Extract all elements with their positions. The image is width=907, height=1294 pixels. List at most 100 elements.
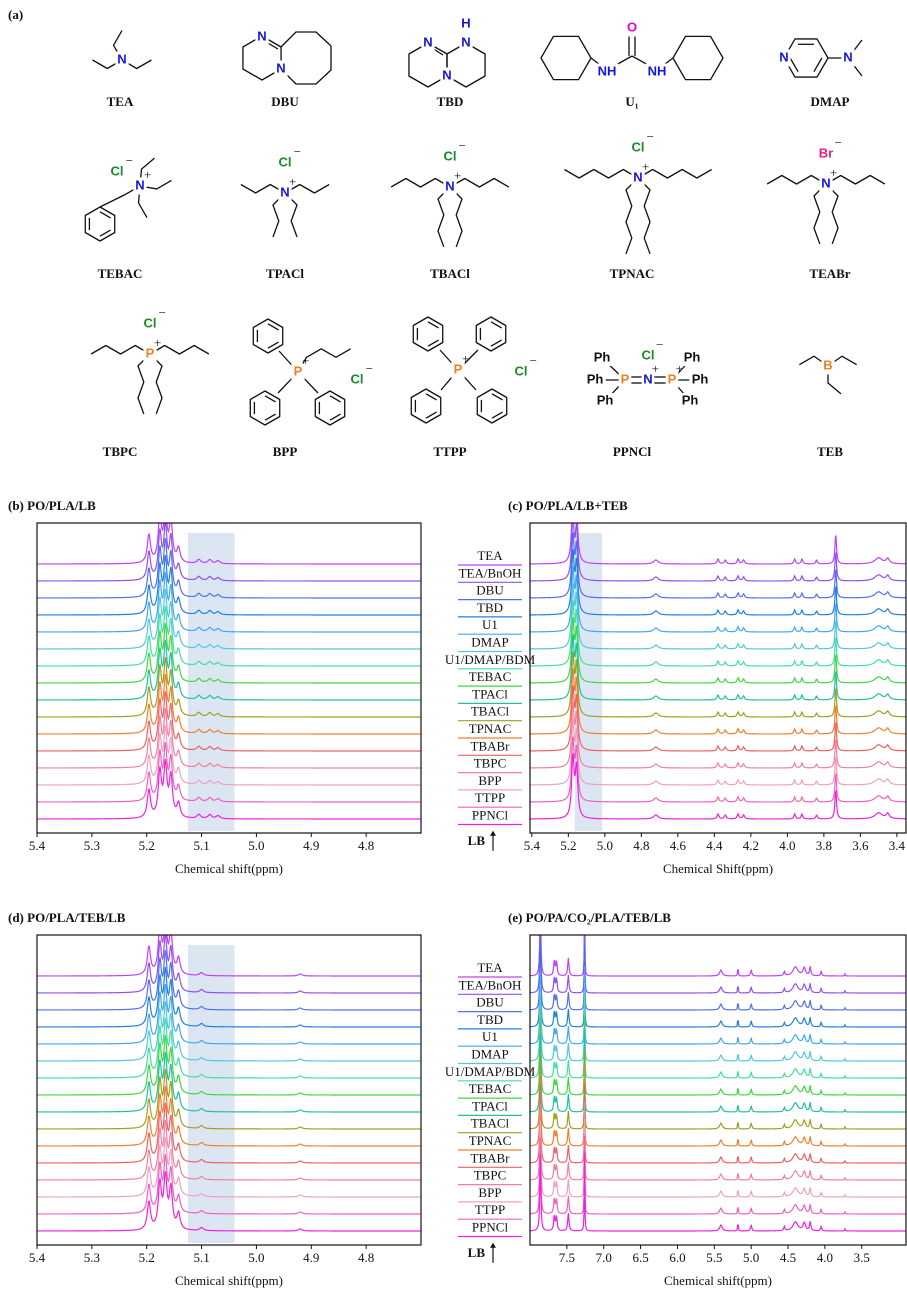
bond [491, 393, 503, 401]
x-axis-label: Chemical Shift(ppm) [663, 861, 773, 876]
x-tick-label: 5.1 [193, 838, 209, 853]
bond [766, 174, 827, 185]
spectrum-trace [530, 651, 906, 718]
x-tick-label: 5.4 [29, 1250, 46, 1265]
bond [637, 177, 651, 255]
legend-label: TBABr [471, 1150, 511, 1165]
chart-title: (c) PO/PLA/LB+TEB [508, 498, 628, 513]
x-tick-label: 5.0 [597, 838, 613, 853]
bond [99, 211, 111, 219]
atom-label: Ph [587, 371, 604, 386]
legend-label: TEA [477, 548, 503, 563]
atom-label: N [843, 49, 852, 64]
annotation: LB [468, 1245, 486, 1260]
atom-label: Ph [597, 392, 614, 407]
compound-name: PPNCl [613, 444, 652, 459]
atom-label: Cl [351, 371, 364, 386]
x-tick-label: 4.8 [358, 1250, 374, 1265]
bond [249, 390, 281, 426]
bond [240, 183, 286, 194]
compound-name: DBU [271, 94, 299, 109]
atom-label: Ph [682, 392, 699, 407]
bond [491, 411, 503, 419]
atom-mask [345, 371, 369, 389]
atom-label: N [280, 184, 289, 199]
bond [490, 321, 502, 329]
spectrum-trace [530, 1067, 906, 1147]
atom-label: P [294, 363, 303, 378]
spectrum-trace [530, 935, 906, 994]
spectrum-trace [530, 1016, 906, 1096]
legend-label: TTPP [475, 1202, 505, 1217]
atom-label: P [668, 371, 677, 386]
atom-label: N [445, 178, 454, 193]
x-tick-label: 5.4 [524, 838, 541, 853]
atom-mask [438, 148, 462, 166]
x-tick-label: 5.3 [84, 1250, 100, 1265]
atom-mask [594, 393, 616, 409]
atom-label: N [633, 169, 642, 184]
x-tick-label: 4.2 [743, 838, 759, 853]
legend-label: TEBAC [469, 1081, 512, 1096]
annotation: LB [468, 833, 486, 848]
x-tick-label: 3.6 [852, 838, 869, 853]
spectrum-trace [37, 1017, 421, 1079]
atom-label: NH [598, 63, 617, 78]
spectrum-trace [530, 753, 906, 820]
atom-charge: − [459, 138, 466, 153]
atom-mask [255, 28, 269, 46]
spectrum-trace [530, 948, 906, 1028]
atom-label: Cl [632, 139, 645, 154]
x-tick-label: 5.0 [743, 1250, 759, 1265]
compound-name: TBACl [430, 266, 470, 281]
atom-charge: − [656, 337, 663, 352]
bond [329, 395, 341, 403]
spectrum-trace [530, 935, 906, 1011]
atom-label: Cl [111, 163, 124, 178]
legend-label: TBPC [474, 756, 507, 771]
spectrum-trace [530, 999, 906, 1079]
legend-label: U1 [482, 1029, 498, 1044]
bond [475, 316, 507, 352]
atom-label: Cl [515, 363, 528, 378]
atom-label: N [257, 28, 266, 43]
atom-mask [645, 63, 669, 81]
legend-label: U1/DMAP/BDM [445, 1064, 536, 1079]
atom-label: N [276, 60, 285, 75]
legend-label: BPP [478, 773, 501, 788]
bond [449, 186, 463, 248]
x-axis-label: Chemical shift(ppm) [664, 1273, 772, 1288]
atom-mask [278, 184, 292, 202]
spectrum-trace [530, 583, 906, 650]
x-tick-label: 6.0 [669, 1250, 685, 1265]
bond [280, 31, 332, 85]
spectrum-trace [37, 949, 421, 1011]
bond [284, 183, 330, 194]
legend-label: TEBAC [469, 669, 512, 684]
spectrum-trace [37, 758, 421, 820]
chart-title: (e) PO/PA/CO₂/PLA/TEB/LB [508, 910, 671, 925]
compound-name: DMAP [811, 94, 850, 109]
compound-name: U₁ [625, 94, 638, 109]
bond [625, 177, 639, 255]
atom-mask [443, 178, 457, 196]
spectrum-trace [530, 634, 906, 701]
spectrum-trace [37, 554, 421, 616]
bond [449, 177, 510, 188]
bond [476, 388, 508, 424]
atom-label: N [442, 67, 451, 82]
atom-mask [665, 372, 679, 388]
bond [99, 193, 126, 208]
x-tick-label: 5.1 [193, 1250, 209, 1265]
legend-label: DMAP [471, 634, 509, 649]
spectrum-trace [530, 702, 906, 769]
atom-label: P [146, 345, 155, 360]
bond [329, 413, 341, 421]
legend-label: TBABr [471, 738, 511, 753]
spectrum-trace [37, 1034, 421, 1096]
bond [437, 186, 451, 248]
atom-mask [459, 15, 473, 33]
spectrum-trace [37, 966, 421, 1028]
x-tick-label: 4.8 [358, 838, 374, 853]
atom-label: N [135, 177, 144, 192]
